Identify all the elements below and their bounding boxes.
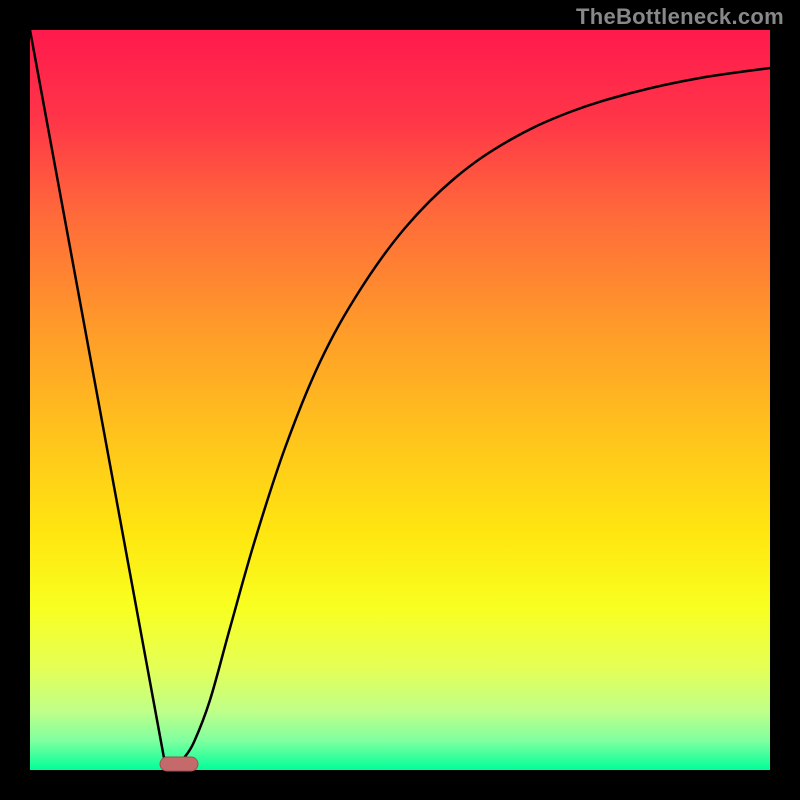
chart-container: TheBottleneck.com <box>0 0 800 800</box>
optimum-marker <box>160 757 198 771</box>
bottleneck-chart <box>0 0 800 800</box>
watermark-text: TheBottleneck.com <box>576 4 784 30</box>
chart-plot-bg <box>30 30 770 770</box>
